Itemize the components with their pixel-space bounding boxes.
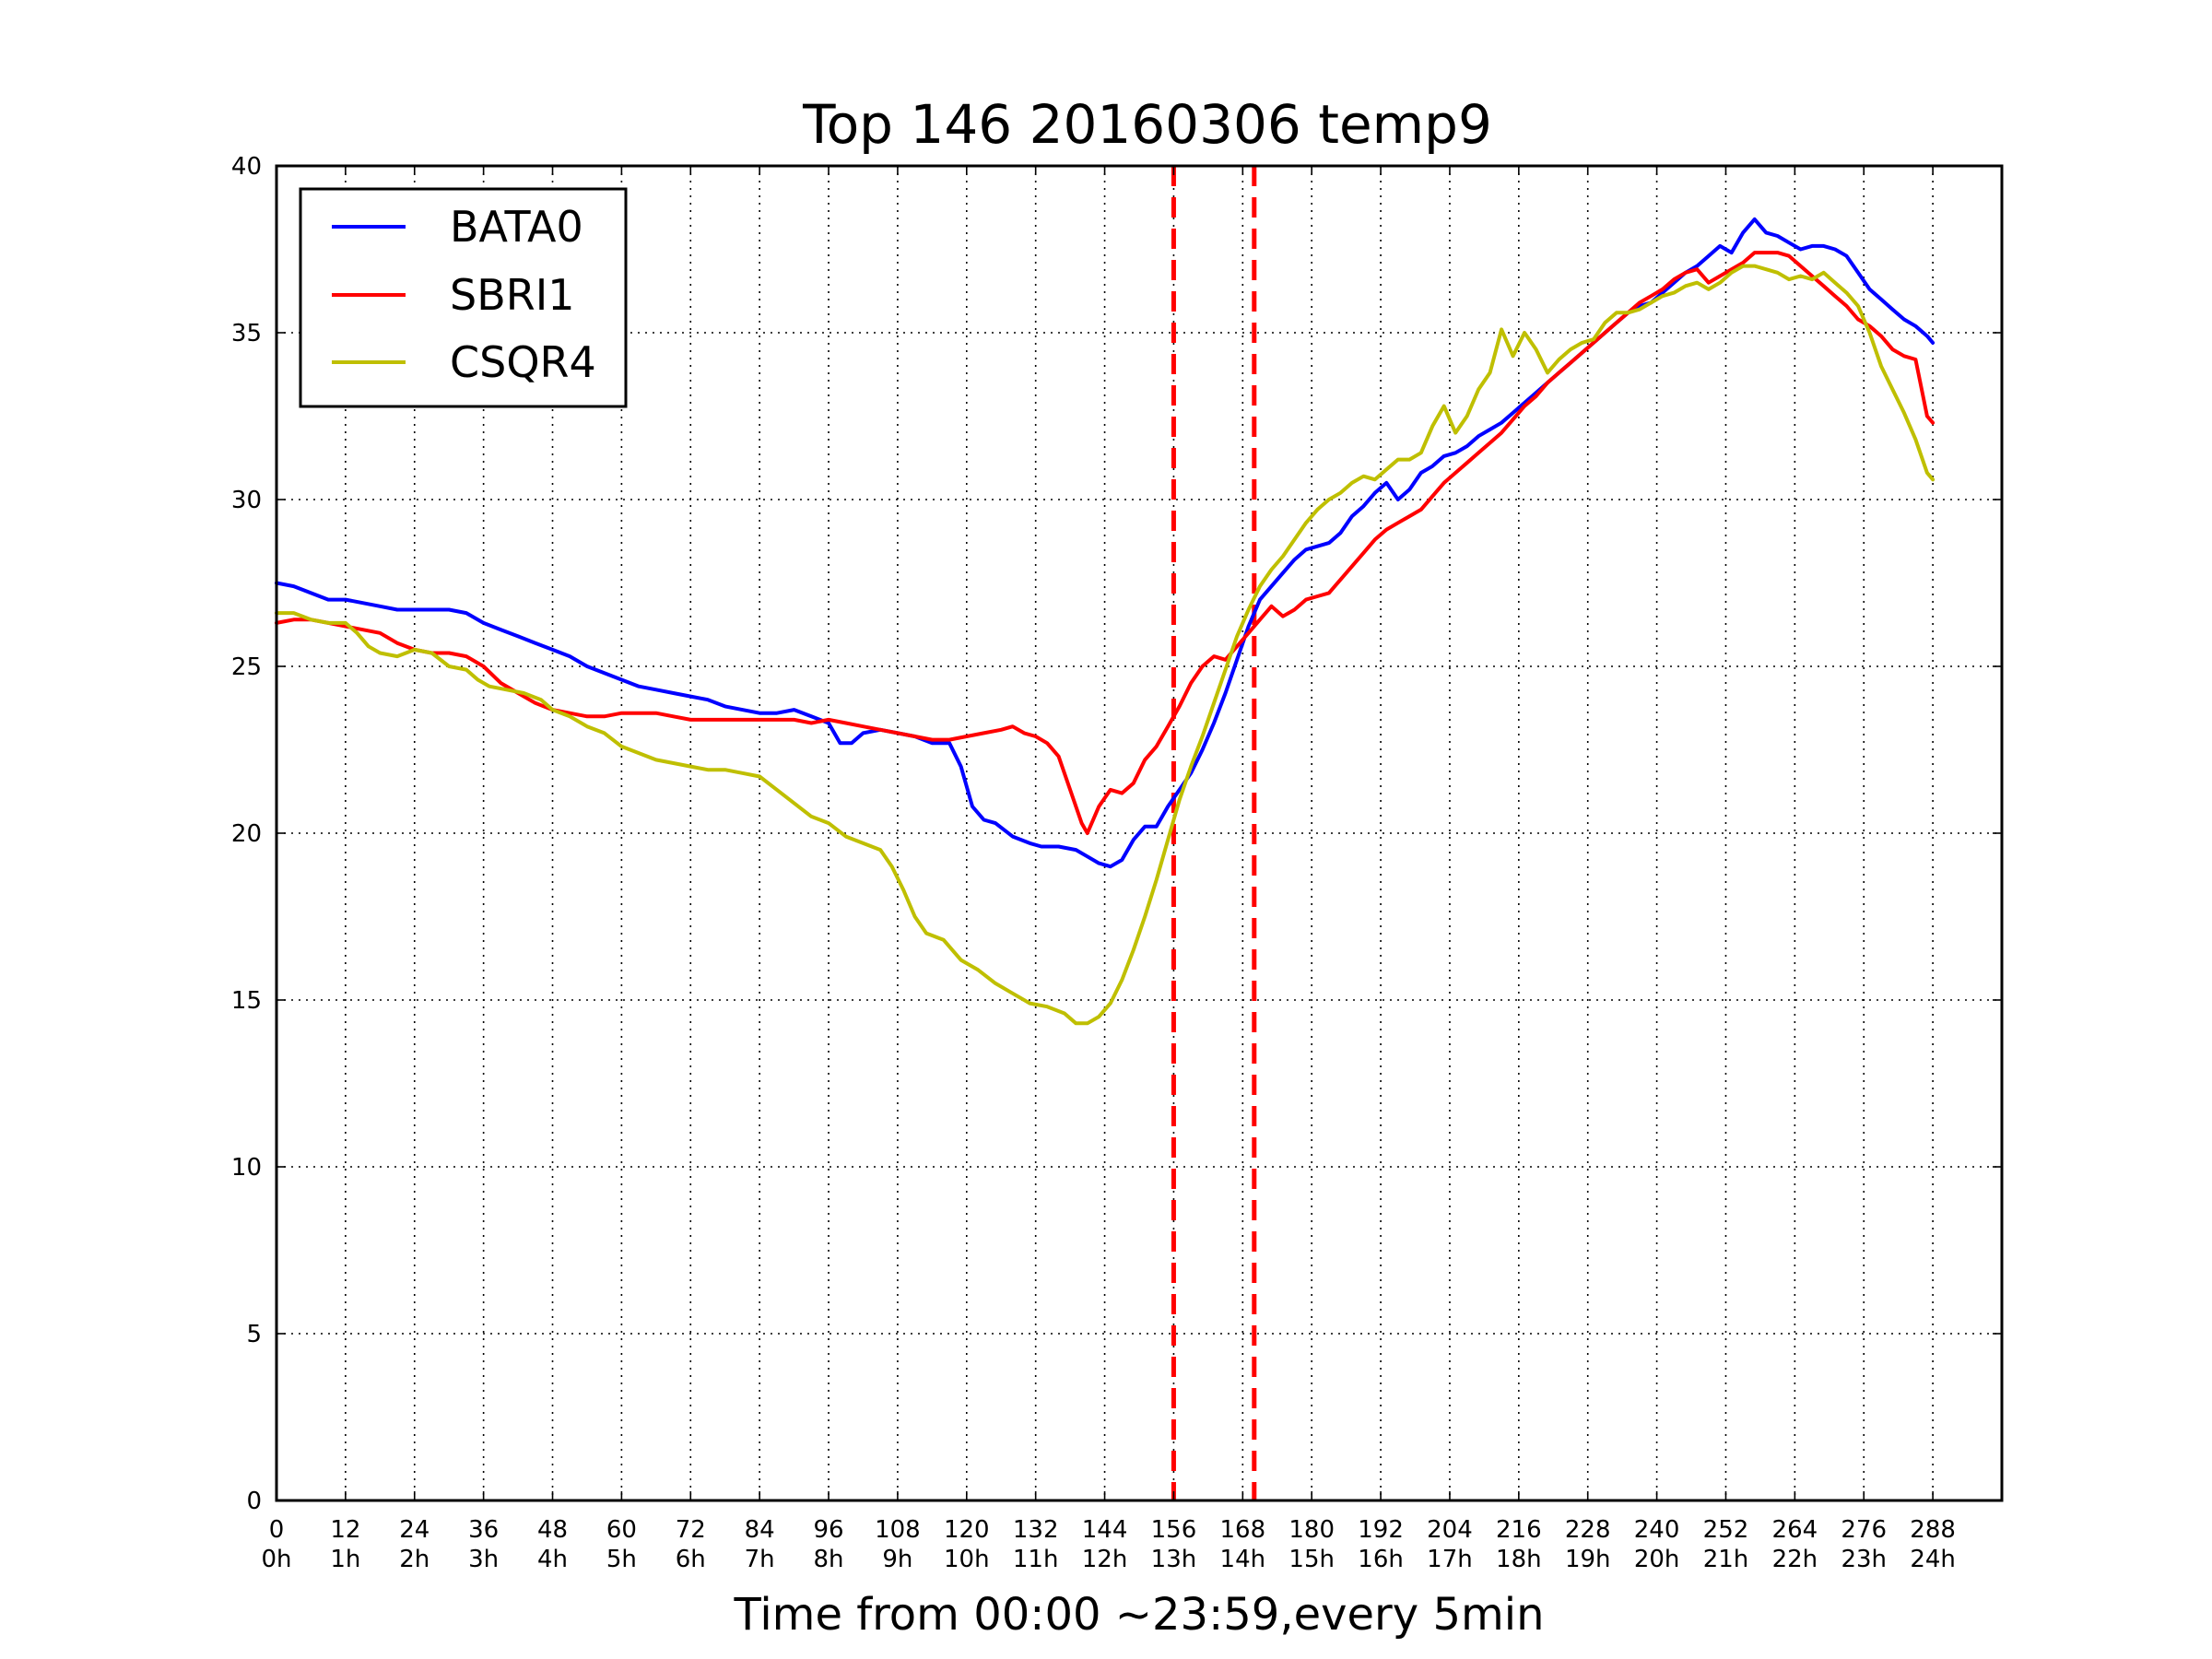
series-line-csqr4: [275, 264, 1936, 1026]
x-tick-label-108: 108: [875, 1516, 921, 1544]
x-tick-sublabel-14h: 14h: [1220, 1546, 1266, 1573]
legend: BATA0 SBRI1 CSQR4: [299, 187, 628, 408]
x-tick-sublabel-11h: 11h: [1013, 1546, 1059, 1573]
legend-label-csqr4: CSQR4: [450, 337, 596, 387]
y-tick-label-20: 20: [231, 820, 262, 848]
x-tick-label-144: 144: [1082, 1516, 1128, 1544]
x-tick-sublabel-8h: 8h: [814, 1546, 844, 1573]
x-tick-sublabel-24h: 24h: [1910, 1546, 1956, 1573]
y-tick-label-5: 5: [246, 1321, 262, 1348]
x-tick-label-216: 216: [1496, 1516, 1542, 1544]
x-tick-sublabel-4h: 4h: [537, 1546, 568, 1573]
x-tick-label-204: 204: [1427, 1516, 1473, 1544]
chart-title: Top 146 20160306 temp9: [802, 93, 1492, 156]
x-tick-label-72: 72: [676, 1516, 706, 1544]
x-tick-sublabel-19h: 19h: [1565, 1546, 1611, 1573]
y-tick-label-35: 35: [231, 320, 262, 347]
x-tick-sublabel-9h: 9h: [882, 1546, 912, 1573]
y-tick-label-30: 30: [231, 487, 262, 514]
y-axis-ticks: 0 5 10 15 20 25 30 35 40: [231, 153, 2002, 1515]
x-tick-label-156: 156: [1151, 1516, 1197, 1544]
x-tick-sublabel-18h: 18h: [1496, 1546, 1542, 1573]
x-axis-label: Time from 00:00 ~23:59,every 5min: [734, 1589, 1545, 1641]
x-tick-label-120: 120: [944, 1516, 990, 1544]
legend-label-sbri1: SBRI1: [450, 270, 575, 320]
x-tick-sublabel-6h: 6h: [676, 1546, 706, 1573]
x-tick-label-0: 0: [269, 1516, 285, 1544]
vertical-markers: [1171, 166, 1257, 1500]
series-line-sbri1: [275, 251, 1936, 835]
x-tick-label-192: 192: [1358, 1516, 1404, 1544]
x-tick-sublabel-16h: 16h: [1358, 1546, 1404, 1573]
x-tick-sublabel-0h: 0h: [261, 1546, 291, 1573]
x-tick-label-264: 264: [1772, 1516, 1818, 1544]
x-tick-sublabel-20h: 20h: [1634, 1546, 1680, 1573]
x-tick-label-132: 132: [1013, 1516, 1059, 1544]
x-tick-sublabel-12h: 12h: [1082, 1546, 1128, 1573]
y-tick-label-10: 10: [231, 1154, 262, 1182]
x-tick-sublabel-5h: 5h: [606, 1546, 637, 1573]
x-tick-label-240: 240: [1634, 1516, 1680, 1544]
x-tick-label-60: 60: [606, 1516, 637, 1544]
x-tick-sublabel-1h: 1h: [330, 1546, 360, 1573]
x-tick-label-36: 36: [468, 1516, 499, 1544]
x-tick-label-84: 84: [745, 1516, 775, 1544]
x-tick-sublabel-2h: 2h: [399, 1546, 429, 1573]
x-tick-label-180: 180: [1288, 1516, 1335, 1544]
x-tick-sublabel-22h: 22h: [1772, 1546, 1818, 1573]
x-tick-sublabel-17h: 17h: [1427, 1546, 1473, 1573]
legend-label-bata0: BATA0: [450, 202, 583, 252]
x-tick-sublabel-3h: 3h: [468, 1546, 499, 1573]
x-tick-label-24: 24: [399, 1516, 429, 1544]
x-tick-label-288: 288: [1910, 1516, 1956, 1544]
series-lines: [275, 217, 1936, 1026]
x-tick-sublabel-13h: 13h: [1151, 1546, 1197, 1573]
y-tick-label-0: 0: [246, 1488, 262, 1515]
x-tick-sublabel-15h: 15h: [1288, 1546, 1335, 1573]
series-line-bata0: [275, 217, 1936, 869]
x-tick-label-96: 96: [813, 1516, 843, 1544]
x-tick-sublabel-21h: 21h: [1703, 1546, 1749, 1573]
y-tick-label-40: 40: [231, 153, 262, 181]
x-tick-label-252: 252: [1703, 1516, 1749, 1544]
y-tick-label-25: 25: [231, 653, 262, 681]
x-tick-label-168: 168: [1219, 1516, 1265, 1544]
x-tick-label-228: 228: [1565, 1516, 1611, 1544]
x-tick-label-276: 276: [1841, 1516, 1887, 1544]
y-tick-label-15: 15: [231, 987, 262, 1015]
x-tick-sublabel-23h: 23h: [1841, 1546, 1887, 1573]
x-tick-label-48: 48: [537, 1516, 568, 1544]
x-tick-sublabel-7h: 7h: [745, 1546, 775, 1573]
x-tick-label-12: 12: [330, 1516, 360, 1544]
x-tick-sublabel-10h: 10h: [944, 1546, 990, 1573]
